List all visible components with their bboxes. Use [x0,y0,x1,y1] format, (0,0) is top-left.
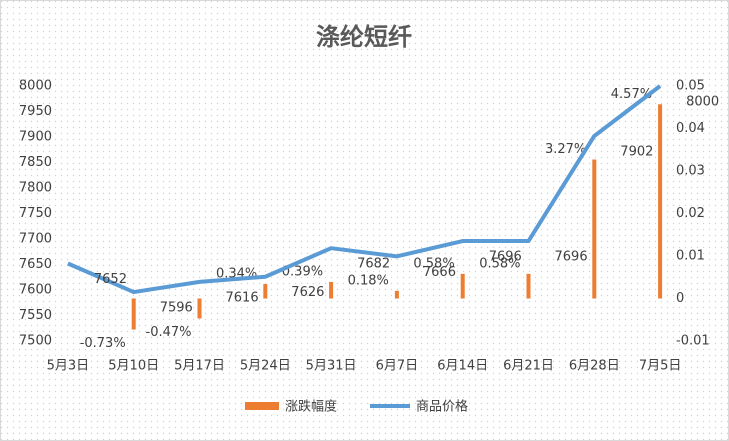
legend-swatch [245,402,279,410]
y-tick-label: 7600 [19,283,52,298]
x-tick-label: 6月21日 [503,359,554,374]
bar-value-label: 0.58% [413,256,454,271]
chart-title: 涤纶短纤 [316,23,412,51]
y2-tick-label: 0.05 [676,79,705,94]
y-tick-label: 8000 [19,79,52,94]
y-tick-label: 7800 [19,181,52,196]
line-value-label: 7902 [620,144,653,159]
line-value-label: 7596 [160,301,193,316]
y2-tick-label: 0 [676,291,684,306]
bar-value-label: -0.47% [146,325,192,340]
y2-tick-label: 0.03 [676,164,705,179]
x-tick-label: 6月14日 [437,359,488,374]
line [67,84,662,295]
y2-tick-label: 0.01 [676,249,705,264]
line-value-label: 7626 [291,285,324,300]
bar [197,298,202,319]
y-tick-label: 7550 [19,308,52,323]
x-tick-label: 5月3日 [47,359,90,374]
y-tick-label: 7750 [19,206,52,221]
y2-tick-label: 0.02 [676,206,705,221]
line-value-label: 7666 [423,265,456,280]
y-tick-label: 7950 [19,104,52,119]
x-tick-label: 6月7日 [376,359,419,374]
bar-value-label: 0.18% [348,273,389,288]
y-tick-label: 7700 [19,232,52,247]
y-tick-label: 7850 [19,155,52,170]
bar [263,284,268,299]
bar-value-label: 0.39% [282,264,323,279]
bar-value-label: 0.58% [479,256,520,271]
line-value-label: 8000 [686,95,719,110]
bar [658,104,663,299]
x-tick-label: 7月5日 [639,359,682,374]
y-tick-label: 7650 [19,257,52,272]
line-value-label: 7682 [357,257,390,272]
bar [592,159,597,299]
legend-label: 涨跌幅度 [285,399,337,415]
line-value-label: 7652 [94,272,127,287]
y2-tick-label: 0.04 [676,121,705,136]
y-tick-label: 7900 [19,130,52,145]
bar [329,281,334,299]
y-tick-label: 7500 [19,334,52,349]
x-tick-label: 6月28日 [569,359,620,374]
bar [131,298,136,330]
x-tick-label: 5月10日 [108,359,159,374]
y2-tick-label: -0.01 [676,334,710,349]
x-tick-label: 5月17日 [174,359,225,374]
bar-value-label: 3.27% [545,142,586,157]
line-value-label: 7696 [555,250,588,265]
line-value-label: 7616 [226,290,259,305]
line-value-label: 7696 [489,250,522,265]
bar [526,273,531,299]
legend-label: 商品价格 [416,399,468,415]
x-tick-label: 5月24日 [240,359,291,374]
bar [394,290,399,299]
x-tick-label: 5月31日 [306,359,357,374]
bar-value-label: -0.73% [80,336,126,351]
bar [460,273,465,299]
